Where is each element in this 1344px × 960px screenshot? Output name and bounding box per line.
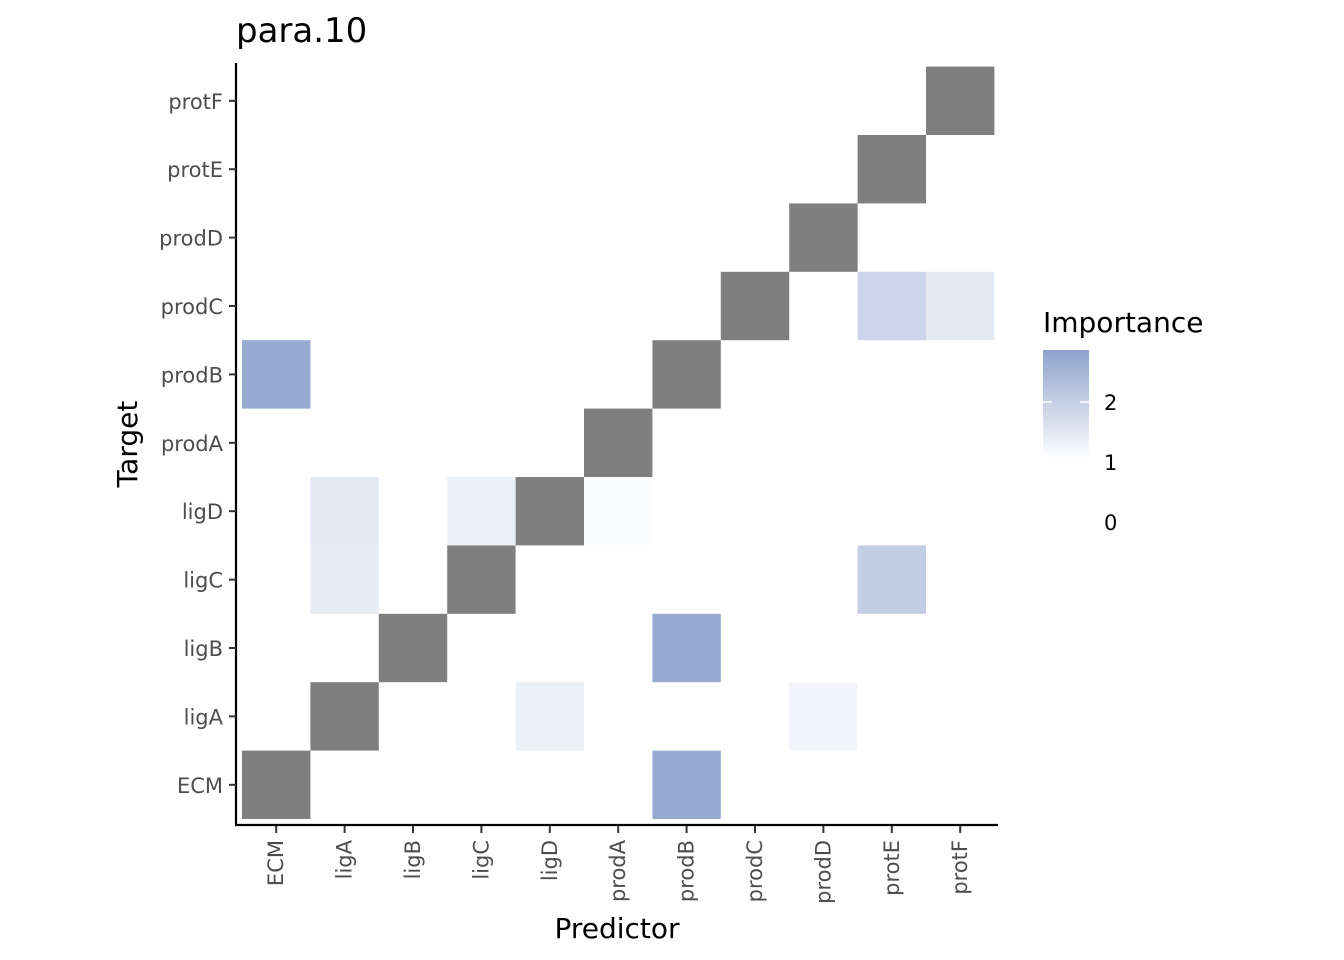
x-axis-ticks: ECM ligA ligB ligC ligD prodA prodB prodC prodD p…	[264, 826, 972, 904]
heatmap-cell-diagonal	[378, 613, 448, 683]
heatmap-cells	[242, 66, 995, 819]
y-tick-label: ligA	[184, 705, 224, 729]
axes	[234, 63, 998, 827]
x-tick-label: ligC	[469, 840, 493, 880]
heatmap-cell	[652, 750, 721, 819]
x-tick-label: protF	[948, 840, 972, 895]
heatmap-cell	[789, 682, 858, 751]
heatmap-cell	[447, 477, 516, 546]
heatmap-cell-diagonal	[242, 750, 311, 819]
heatmap-cell	[242, 340, 311, 409]
heatmap-cell-diagonal	[720, 271, 790, 341]
legend-ticks: 0 1 2	[1043, 391, 1117, 535]
legend-colorbar	[1043, 350, 1089, 460]
x-tick-label: ECM	[264, 840, 288, 886]
y-tick-label: protE	[167, 158, 223, 182]
x-tick-label: prodC	[743, 840, 767, 902]
heatmap-cell-diagonal	[310, 682, 379, 751]
y-tick-label: ligD	[182, 500, 223, 524]
x-tick-label: ligA	[333, 839, 357, 879]
y-tick-label: protF	[168, 90, 223, 114]
heatmap-cell	[926, 271, 995, 341]
x-tick-label: ligD	[538, 840, 562, 881]
heatmap-cell-diagonal	[584, 408, 653, 477]
y-tick-label: prodD	[159, 227, 223, 251]
heatmap-cell-diagonal	[515, 477, 584, 546]
heatmap-cell	[515, 682, 584, 751]
heatmap-cell-diagonal	[652, 340, 721, 409]
legend-tick-label: 0	[1104, 511, 1117, 535]
x-tick-label: prodB	[675, 840, 699, 902]
heatmap-cell-diagonal	[857, 135, 926, 204]
y-tick-label: ECM	[177, 774, 223, 798]
heatmap-cell	[857, 271, 926, 341]
chart-title: para.10	[236, 11, 367, 51]
y-axis-ticks: ECM ligA ligB ligC ligD prodA prodB prodC prodD p…	[159, 90, 236, 798]
heatmap-cell	[584, 477, 653, 546]
x-axis-title: Predictor	[554, 912, 680, 945]
y-axis-title: Target	[111, 401, 144, 489]
heatmap-cell-diagonal	[447, 545, 516, 614]
heatmap-cell-diagonal	[789, 203, 858, 272]
x-tick-label: ligB	[401, 840, 425, 879]
x-tick-label: prodD	[811, 840, 835, 904]
x-tick-label: protE	[880, 840, 904, 896]
y-tick-label: ligB	[184, 637, 223, 661]
heatmap-cell	[310, 545, 379, 614]
heatmap-cell-diagonal	[926, 66, 995, 135]
heatmap-cell	[857, 545, 926, 614]
legend: Importance 0 1 2	[1043, 306, 1203, 535]
legend-title: Importance	[1043, 306, 1203, 339]
y-tick-label: prodB	[161, 363, 223, 387]
y-tick-label: prodA	[161, 432, 224, 456]
heatmap-cell	[310, 477, 379, 546]
y-tick-label: ligC	[183, 569, 223, 593]
y-tick-label: prodC	[161, 295, 223, 319]
legend-tick-label: 1	[1104, 451, 1117, 475]
legend-tick-label: 2	[1104, 391, 1117, 415]
x-tick-label: prodA	[606, 839, 630, 902]
heatmap-cell	[652, 613, 721, 683]
